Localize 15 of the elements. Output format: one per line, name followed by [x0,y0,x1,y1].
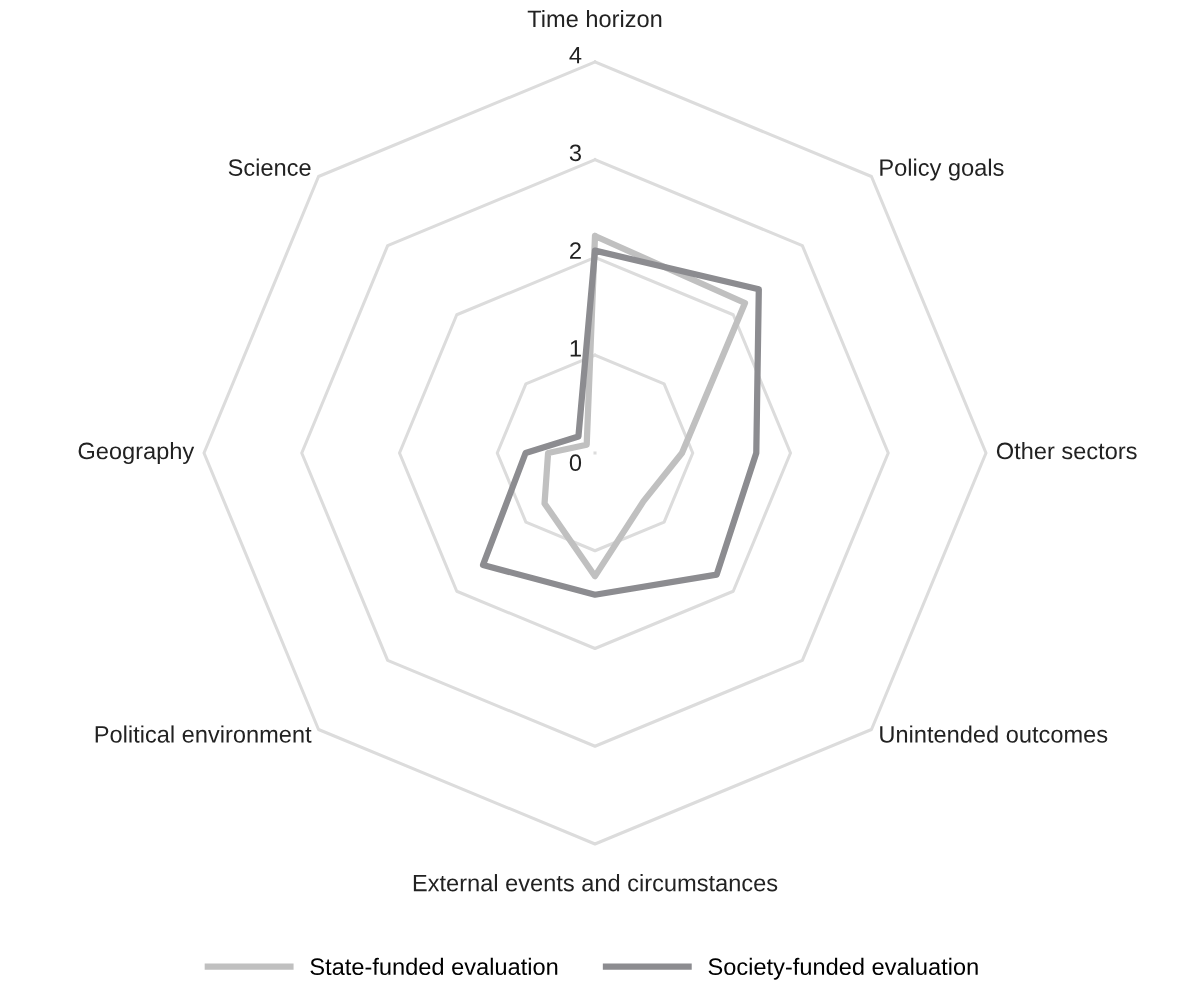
y-tick-label: 3 [569,144,581,162]
y-tick-label: 2 [570,242,581,259]
spoke-label: Science [228,158,311,176]
spoke-label: Unintended outcomes [880,725,1108,743]
legend-label: Society-funded evaluation [708,957,978,980]
spoke-label: Time horizon [527,9,662,28]
legend-label: State-funded evaluation [310,957,558,976]
y-tick-label: 4 [569,46,582,64]
spoke-label: Policy goals [880,158,1004,181]
spoke-label: Political environment [95,725,312,743]
spoke-label: Other sectors [996,441,1137,460]
spoke-label: Geography [78,441,195,465]
y-tick-label: 1 [570,340,581,357]
spoke-label: External events and circumstances [413,874,778,892]
y-tick-label: 0 [569,454,582,472]
